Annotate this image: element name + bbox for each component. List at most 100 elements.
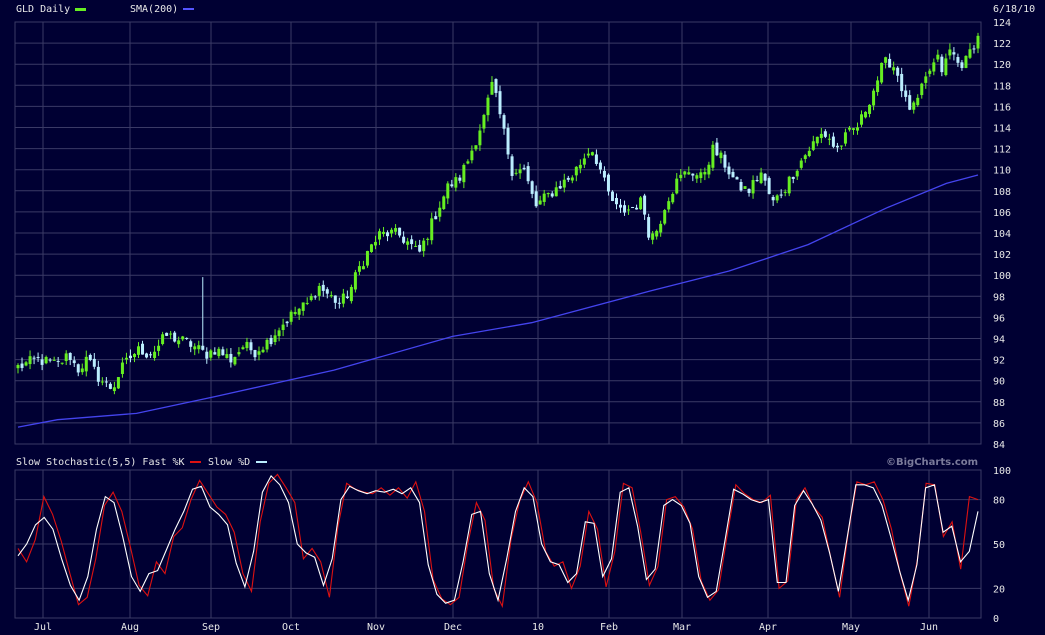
candle-body [578, 164, 582, 169]
candle-body [847, 127, 851, 130]
candle-body [538, 200, 542, 205]
candle [345, 290, 349, 299]
price-tick-label: 98 [993, 292, 1005, 303]
candle-body [229, 353, 233, 363]
candle [514, 168, 518, 176]
candle-body [265, 339, 269, 350]
candle-body [635, 207, 639, 210]
candle [827, 133, 831, 146]
candle-body [904, 90, 908, 97]
candle-body [193, 346, 197, 350]
candle [711, 141, 715, 171]
price-tick-label: 110 [993, 166, 1011, 177]
price-tick-label: 116 [993, 102, 1011, 113]
candle [349, 284, 353, 304]
candle [181, 335, 185, 342]
candle-body [916, 97, 920, 106]
candle [361, 260, 365, 270]
candle-body [679, 174, 683, 178]
candle-body [663, 210, 667, 224]
candle-body [261, 349, 265, 353]
candle [751, 175, 755, 199]
candle-body [301, 302, 305, 311]
candle-body [639, 197, 643, 210]
candle-body [112, 387, 116, 392]
candle-body [277, 330, 281, 337]
candle [623, 200, 627, 216]
x-tick-label: Sep [202, 622, 220, 633]
candle [759, 167, 763, 185]
candle-body [667, 201, 671, 210]
candle [309, 293, 313, 302]
candle [16, 363, 20, 374]
candle [687, 166, 691, 175]
candle [177, 336, 181, 348]
candle [767, 176, 771, 195]
candle-body [149, 354, 153, 356]
candle [221, 346, 225, 356]
candle-body [442, 196, 446, 209]
candle [450, 179, 454, 188]
candle-body [815, 136, 819, 144]
candle-body [602, 170, 606, 178]
candle-body [530, 181, 534, 194]
stochastic-panel: 0 20 50 80 100 [14, 466, 1011, 625]
price-tick-label: 114 [993, 124, 1011, 135]
candle [233, 356, 237, 366]
candle [598, 160, 602, 174]
candle [791, 176, 795, 184]
candle [534, 185, 538, 208]
candle-body [823, 131, 827, 137]
stochastic-tick-label: 100 [993, 466, 1011, 477]
candle-body [470, 150, 474, 161]
candle [960, 59, 964, 71]
candle [675, 173, 679, 195]
candle-body [711, 144, 715, 168]
x-tick-label: Dec [444, 622, 462, 633]
candle [590, 151, 594, 156]
candle-body [771, 196, 775, 201]
candle-body [570, 177, 574, 181]
price-tick-label: 88 [993, 398, 1005, 409]
candle-body [145, 353, 149, 358]
candle [185, 337, 189, 340]
candle-body [851, 128, 855, 130]
candle-body [317, 285, 321, 296]
candle-body [855, 127, 859, 131]
candle-body [787, 176, 791, 194]
candle [815, 136, 819, 147]
candle [273, 329, 277, 346]
candle [968, 43, 972, 59]
candle-body [582, 158, 586, 165]
candle-body [361, 266, 365, 270]
candle-body [960, 62, 964, 68]
candle [100, 377, 104, 386]
copyright: ©BigCharts.com [886, 457, 978, 468]
candle-body [92, 358, 96, 367]
candle-body [357, 266, 361, 272]
candle [237, 347, 241, 357]
candle-body [759, 172, 763, 184]
candle-body [410, 239, 414, 245]
candle-body [928, 70, 932, 74]
candle-body [225, 354, 229, 359]
candle [369, 243, 373, 253]
candle [807, 146, 811, 158]
candle [56, 356, 60, 367]
price-tick-label: 122 [993, 39, 1011, 50]
candle-body [888, 58, 892, 68]
candle-body [819, 133, 823, 139]
candle-body [450, 184, 454, 187]
candle [486, 94, 490, 122]
candle [494, 78, 498, 98]
candle [454, 173, 458, 192]
candle-body [876, 80, 880, 93]
candle [422, 237, 426, 257]
candle [48, 358, 52, 363]
candle [193, 343, 197, 356]
candle-body [590, 152, 594, 156]
candle-body [924, 76, 928, 83]
candle [446, 181, 450, 205]
candle [173, 330, 177, 343]
